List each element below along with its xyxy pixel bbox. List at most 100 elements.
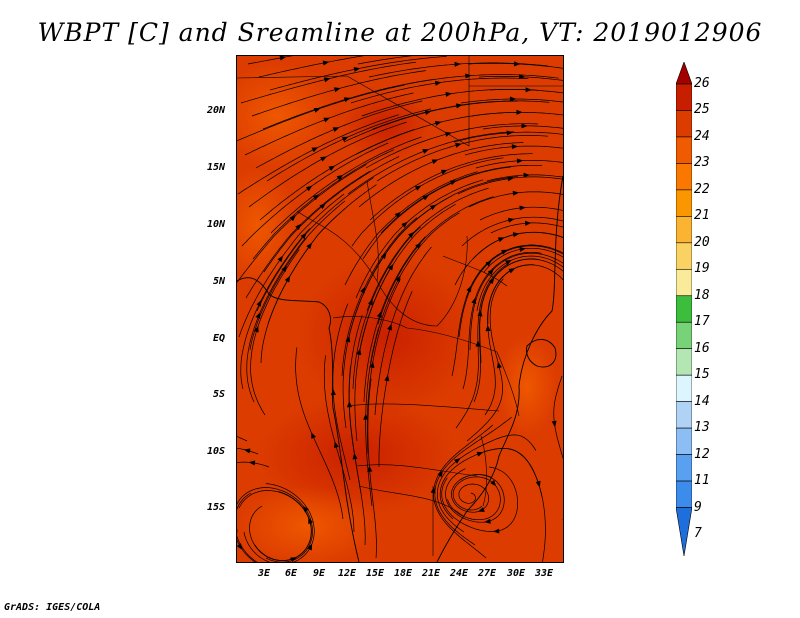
wbpt-region-23c-north bbox=[237, 61, 337, 171]
lon-label-33e: 33E bbox=[535, 568, 554, 579]
streamline-arrow bbox=[353, 66, 361, 72]
streamline-arrow bbox=[477, 309, 483, 317]
border-congo-south bbox=[346, 403, 500, 412]
lon-label-6e: 6E bbox=[285, 568, 298, 579]
colorbar-swatch bbox=[676, 401, 692, 429]
streamline-arrow bbox=[279, 56, 287, 61]
streamline-arrow bbox=[284, 275, 291, 283]
streamline-arrow bbox=[380, 252, 387, 260]
streamline-arrow bbox=[478, 507, 485, 512]
streamline-arrow bbox=[414, 185, 422, 191]
colorbar-label: 18 bbox=[694, 287, 710, 303]
streamline-arrow bbox=[255, 312, 261, 319]
streamline-arrow bbox=[363, 413, 369, 420]
streamline bbox=[357, 56, 413, 65]
streamline-arrow bbox=[508, 268, 516, 274]
streamline-arrow bbox=[408, 231, 415, 238]
colorbar-label: 21 bbox=[694, 208, 710, 224]
colorbar-swatch bbox=[676, 163, 692, 191]
streamline-arrow bbox=[507, 217, 515, 223]
wbpt-region-23c-west bbox=[237, 166, 297, 286]
streamline-arrow bbox=[332, 127, 340, 133]
lon-label-15e: 15E bbox=[366, 568, 385, 579]
streamline-arrow bbox=[387, 323, 392, 331]
streamline-arrow bbox=[516, 158, 524, 164]
streamline-arrow bbox=[440, 169, 448, 175]
wbpt-region-23c-east bbox=[497, 336, 557, 436]
streamline-arrow bbox=[455, 142, 462, 148]
streamline-arrow bbox=[290, 557, 297, 562]
streamline-arrow bbox=[484, 518, 491, 524]
streamline-arrow bbox=[312, 194, 320, 201]
colorbar-label: 23 bbox=[694, 155, 710, 171]
streamline-arrow bbox=[395, 275, 401, 283]
streamline-arrow bbox=[384, 374, 390, 382]
streamline-arrow bbox=[512, 190, 520, 196]
lon-label-18e: 18E bbox=[394, 568, 413, 579]
colorbar-swatch bbox=[676, 136, 692, 164]
colorbar-swatch bbox=[676, 242, 692, 270]
streamline-arrow bbox=[434, 120, 442, 126]
colorbar-swatch bbox=[676, 189, 692, 217]
coastlines bbox=[237, 175, 563, 562]
colorbar-label: 11 bbox=[694, 473, 710, 489]
streamline-arrow bbox=[311, 432, 316, 439]
lon-label-24e: 24E bbox=[450, 568, 469, 579]
streamline-arrow bbox=[243, 448, 251, 454]
streamline-arrow bbox=[277, 255, 284, 263]
streamline-arrow bbox=[431, 159, 439, 165]
streamline-arrow bbox=[307, 543, 313, 551]
streamline-arrow bbox=[256, 299, 262, 307]
colorbar-top-arrow bbox=[676, 62, 692, 85]
west-coastline bbox=[237, 277, 360, 562]
streamline-arrow bbox=[356, 348, 362, 356]
streamline-arrow bbox=[516, 109, 523, 115]
colorbar-swatch bbox=[676, 480, 692, 508]
border-tanzania bbox=[496, 351, 520, 417]
streamline-arrow bbox=[328, 165, 336, 171]
lon-label-9e: 9E bbox=[313, 568, 326, 579]
streamline-arrow bbox=[323, 117, 331, 123]
colorbar-label: 22 bbox=[694, 181, 710, 197]
lon-label-21e: 21E bbox=[422, 568, 441, 579]
border-sudan bbox=[442, 255, 508, 287]
streamline-arrow bbox=[551, 420, 557, 428]
streamline-arrow bbox=[488, 277, 495, 285]
colorbar-swatch bbox=[676, 348, 692, 376]
streamline-arrow bbox=[322, 60, 330, 66]
lon-label-12e: 12E bbox=[338, 568, 357, 579]
streamline-arrow bbox=[492, 528, 500, 534]
border-niger bbox=[296, 210, 378, 282]
streamline-arrow bbox=[253, 325, 259, 333]
streamline-arrow bbox=[496, 361, 502, 369]
streamline-arrow bbox=[401, 221, 408, 228]
streamline-arrow bbox=[248, 460, 256, 466]
streamline-arrow bbox=[422, 194, 430, 201]
colorbar-swatch bbox=[676, 110, 692, 138]
colorbar-swatch bbox=[676, 295, 692, 323]
lake-victoria bbox=[526, 339, 557, 368]
colorbar-label: 17 bbox=[694, 314, 710, 330]
country-borders bbox=[237, 56, 563, 556]
streamline-arrow bbox=[471, 297, 477, 304]
streamline-arrow bbox=[518, 74, 526, 80]
lat-label-20n: 20N bbox=[207, 105, 226, 116]
streamline-arrow bbox=[305, 185, 313, 192]
streamline-arrow bbox=[519, 246, 526, 252]
streamline-arrow bbox=[281, 265, 287, 272]
streamline-arrow bbox=[519, 205, 526, 211]
colorbar-label: 7 bbox=[694, 526, 702, 541]
streamline-arrow bbox=[387, 263, 394, 271]
streamline-arrow bbox=[466, 285, 472, 293]
streamline-arrow bbox=[300, 232, 307, 240]
streamline-arrow bbox=[308, 517, 313, 525]
streamline-arrow bbox=[487, 268, 494, 276]
colorbar-swatch bbox=[676, 83, 692, 111]
colorbar-swatch bbox=[676, 427, 692, 455]
streamline-arrow bbox=[490, 479, 497, 487]
streamline-arrow bbox=[422, 149, 430, 154]
streamline-arrow bbox=[367, 465, 373, 472]
streamline-arrow bbox=[336, 174, 344, 181]
map-svg bbox=[237, 56, 563, 562]
streamline-arrow bbox=[424, 110, 432, 116]
